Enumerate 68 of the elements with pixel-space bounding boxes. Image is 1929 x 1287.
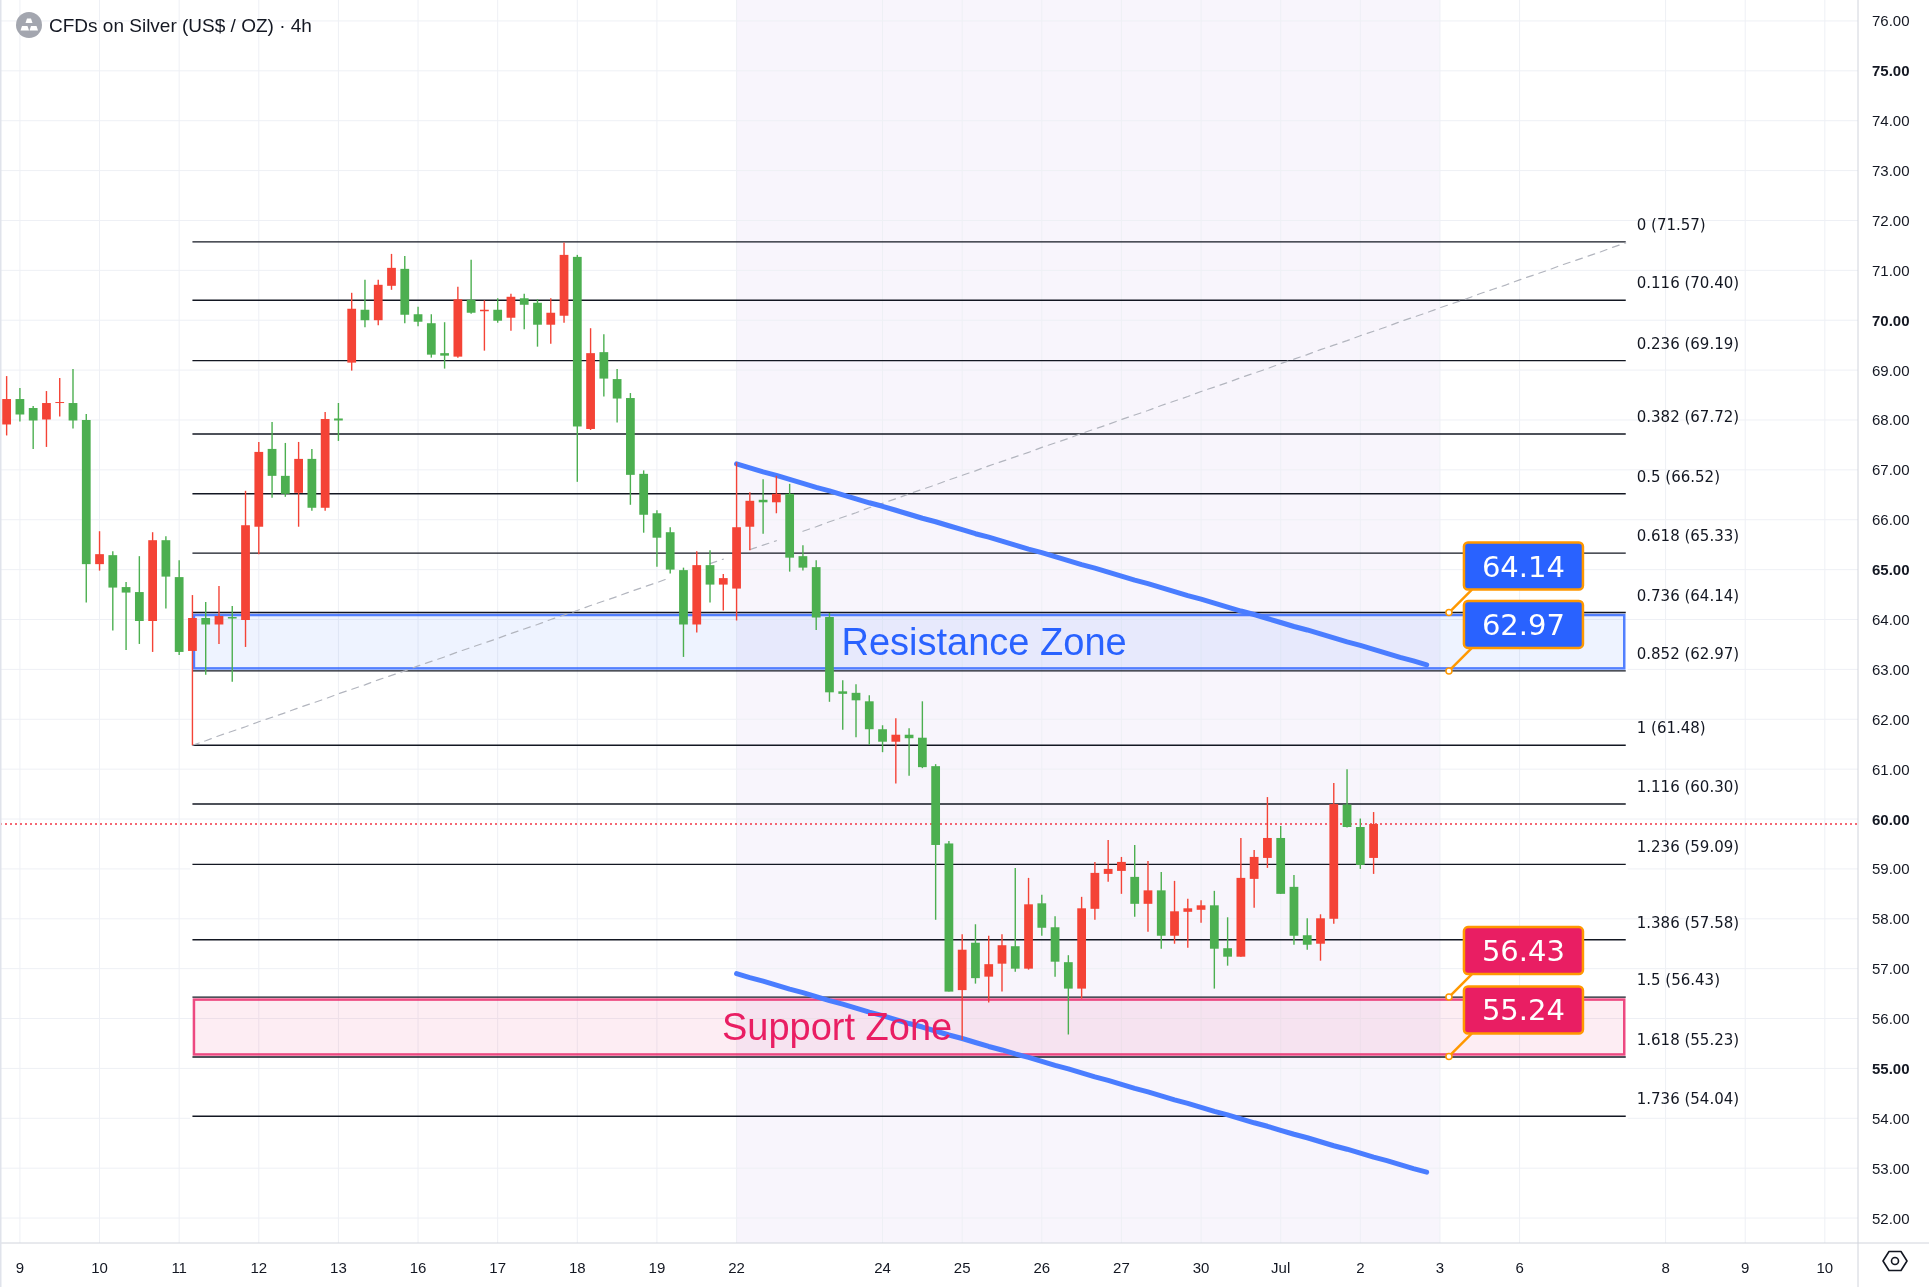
x-tick-label: 10 <box>91 1258 108 1276</box>
y-tick-label: 62.00 <box>1872 710 1910 728</box>
x-tick-label: 13 <box>330 1258 347 1276</box>
y-tick-label: 76.00 <box>1872 12 1910 30</box>
y-tick-label: 55.00 <box>1872 1059 1910 1077</box>
x-tick-label: 9 <box>15 1258 25 1276</box>
x-tick-label: 25 <box>953 1258 971 1276</box>
y-tick-label: 68.00 <box>1872 411 1910 429</box>
y-tick-label: 53.00 <box>1872 1159 1910 1177</box>
annotation: 62.97 <box>1481 607 1565 642</box>
x-tick-label: 22 <box>728 1258 745 1276</box>
x-tick-label: 24 <box>874 1258 891 1276</box>
ref-line-label: 1.736 (54.04) <box>1636 1090 1740 1109</box>
x-tick-label: 16 <box>409 1258 427 1276</box>
y-tick-label: 66.00 <box>1872 511 1910 529</box>
x-tick-label: 18 <box>568 1258 586 1276</box>
annotation: 55.24 <box>1481 993 1565 1028</box>
x-tick-label: Jul <box>1271 1258 1291 1276</box>
y-tick-label: 60.00 <box>1872 810 1910 828</box>
x-tick-label: 8 <box>1661 1258 1670 1276</box>
x-tick-label: 26 <box>1033 1258 1051 1276</box>
y-tick-label: 58.00 <box>1872 910 1910 928</box>
ref-line-label: 1.236 (59.09) <box>1636 838 1740 857</box>
y-tick-label: 70.00 <box>1872 311 1910 329</box>
annotation: 56.43 <box>1481 934 1565 969</box>
x-tick-label: 19 <box>648 1258 666 1276</box>
band-label: Resistance Zone <box>841 620 1127 663</box>
ref-line-label: 0.852 (62.97) <box>1636 644 1740 663</box>
y-tick-label: 61.00 <box>1872 760 1910 778</box>
y-tick-label: 57.00 <box>1872 960 1910 978</box>
y-tick-label: 71.00 <box>1872 261 1910 279</box>
ref-line-label: 0 (71.57) <box>1636 215 1706 234</box>
x-tick-label: 9 <box>1741 1258 1750 1276</box>
y-tick-label: 72.00 <box>1872 211 1910 229</box>
x-tick-label: 6 <box>1515 1258 1524 1276</box>
y-tick-label: 75.00 <box>1872 62 1910 80</box>
x-tick-label: 27 <box>1113 1258 1130 1276</box>
y-tick-label: 54.00 <box>1872 1109 1910 1127</box>
y-tick-label: 74.00 <box>1872 112 1910 130</box>
ref-line-label: 1 (61.48) <box>1636 719 1706 738</box>
ref-line-label: 0.236 (69.19) <box>1636 334 1740 353</box>
x-tick-label: 10 <box>1816 1258 1834 1276</box>
x-tick-label: 2 <box>1356 1258 1365 1276</box>
y-tick-label: 65.00 <box>1872 561 1910 579</box>
y-tick-label: 64.00 <box>1872 611 1910 628</box>
ref-line-label: 0.5 (66.52) <box>1636 467 1721 486</box>
y-tick-label: 52.00 <box>1872 1209 1910 1227</box>
x-tick-label: 11 <box>171 1258 187 1276</box>
y-tick-label: 59.00 <box>1872 860 1910 878</box>
ref-line-label: 0.116 (70.40) <box>1636 274 1740 293</box>
x-tick-label: 30 <box>1192 1258 1210 1276</box>
x-tick-label: 3 <box>1435 1258 1445 1276</box>
y-tick-label: 56.00 <box>1872 1010 1910 1028</box>
y-tick-label: 73.00 <box>1872 162 1910 180</box>
y-tick-label: 67.00 <box>1872 461 1910 479</box>
ref-line-label: 0.618 (65.33) <box>1636 527 1740 546</box>
ref-line-label: 1.618 (55.23) <box>1636 1030 1740 1049</box>
annotation: 64.14 <box>1481 549 1565 584</box>
y-tick-label: 63.00 <box>1872 660 1910 678</box>
ref-line-label: 1.386 (57.58) <box>1636 913 1740 932</box>
x-tick-label: 12 <box>250 1258 268 1276</box>
text: CFDs on Silver (US$ / OZ) · 4h <box>49 14 312 36</box>
y-tick-label: 69.00 <box>1872 361 1910 379</box>
ref-line-label: 0.382 (67.72) <box>1636 407 1740 426</box>
ref-line-label: 0.736 (64.14) <box>1636 586 1740 605</box>
x-tick-label: 17 <box>489 1258 507 1276</box>
ref-line-label: 1.5 (56.43) <box>1636 971 1721 990</box>
ref-line-label: 1.116 (60.30) <box>1636 778 1740 797</box>
